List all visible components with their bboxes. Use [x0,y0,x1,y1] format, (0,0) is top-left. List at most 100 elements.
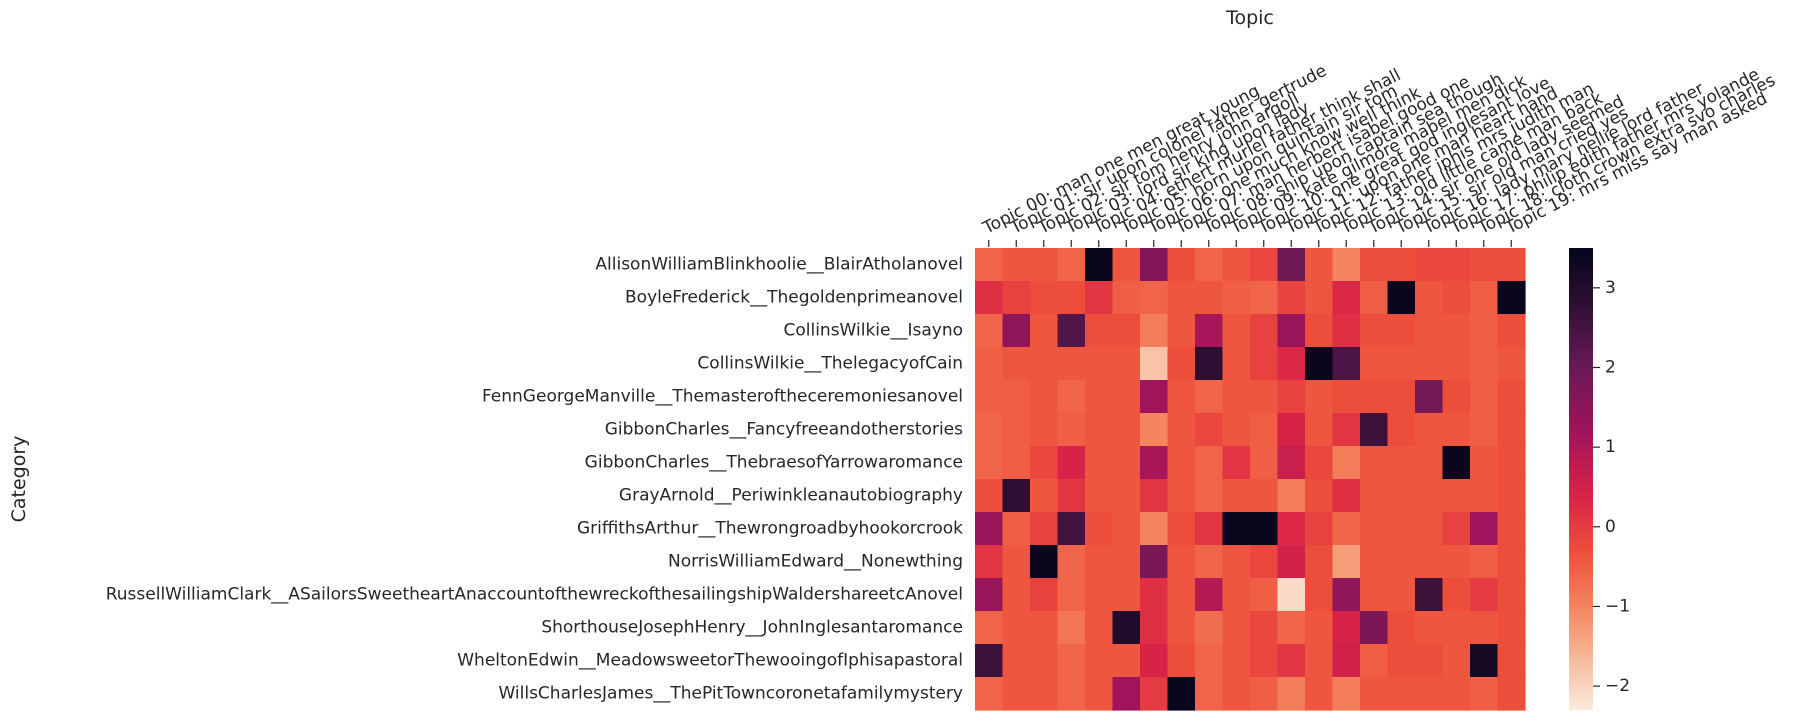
heatmap-cell [1222,644,1251,678]
heatmap-cell [1250,479,1279,513]
y-axis-ticks: AllisonWilliamBlinkhoolie__BlairAtholano… [106,255,963,704]
heatmap-cell [1470,578,1499,612]
heatmap-cell [1140,380,1169,414]
colorbar-gradient [1569,248,1593,710]
heatmap-cell [1470,677,1499,711]
heatmap-cell [1222,578,1251,612]
heatmap-cell [1360,314,1389,348]
heatmap-cell [1030,380,1059,414]
heatmap-cell [1167,512,1196,546]
heatmap-cell [1085,281,1114,315]
heatmap-cell [1360,413,1389,447]
heatmap-cell [1360,446,1389,480]
heatmap-cell [1277,413,1306,447]
heatmap-cell [1360,545,1389,579]
heatmap-cell [1250,545,1279,579]
heatmap-cell [1140,611,1169,645]
heatmap-cell [1360,248,1389,282]
heatmap-cell [1085,413,1114,447]
heatmap-cell [975,611,1004,645]
heatmap-cell [1387,413,1416,447]
heatmap-cell [1305,512,1334,546]
colorbar-tick-label: 0 [1605,517,1616,537]
heatmap-cell [1360,644,1389,678]
heatmap-cell [1167,446,1196,480]
heatmap-cell [1442,347,1471,381]
x-axis-title: Topic [1225,7,1274,29]
heatmap-cell [1002,248,1031,282]
colorbar-ticks: 3 2 1 0 −1 −2 [1593,278,1630,696]
heatmap-cell [1112,644,1141,678]
heatmap-cell [1277,347,1306,381]
heatmap-cell [1305,347,1334,381]
heatmap-cell [1057,413,1086,447]
heatmap-cell [1470,512,1499,546]
colorbar-tick-label: 1 [1605,437,1616,457]
heatmap-cell [1415,347,1444,381]
y-tick-label: WillsCharlesJames__ThePitTowncoronetafam… [498,684,963,704]
heatmap-cell [1305,578,1334,612]
heatmap-cell [1305,413,1334,447]
heatmap-cell [1470,644,1499,678]
heatmap-cell [1497,347,1526,381]
heatmap-cell [1250,347,1279,381]
heatmap-cell [1112,512,1141,546]
heatmap-cell [1470,314,1499,348]
heatmap-cell [1497,479,1526,513]
heatmap-cell [1250,248,1279,282]
heatmap-cell [1470,380,1499,414]
heatmap-cell [1470,545,1499,579]
heatmap-cell [1442,611,1471,645]
heatmap-cell [1167,578,1196,612]
heatmap-cell [1167,611,1196,645]
heatmap-cell [1332,380,1361,414]
heatmap-cell [1415,512,1444,546]
heatmap-cell [1442,677,1471,711]
heatmap-cell [1030,677,1059,711]
heatmap-cell [1057,644,1086,678]
y-tick-label: GriffithsArthur__Thewrongroadbyhookorcro… [577,519,963,539]
heatmap-cell [1002,578,1031,612]
heatmap-cell [1250,578,1279,612]
heatmap-cell [1277,644,1306,678]
heatmap-cell [1250,281,1279,315]
heatmap-cell [1497,611,1526,645]
heatmap-cell [1387,281,1416,315]
heatmap-cell [1112,479,1141,513]
heatmap-cell [1442,512,1471,546]
heatmap-cell [1387,512,1416,546]
heatmap-cell [1387,611,1416,645]
heatmap-cell [1332,413,1361,447]
colorbar-tick-label: −1 [1605,596,1630,616]
heatmap-cell [975,512,1004,546]
heatmap-cell [1085,479,1114,513]
heatmap-cell [1497,677,1526,711]
heatmap-cell [1360,512,1389,546]
heatmap-cell [1057,314,1086,348]
heatmap-cell [1140,677,1169,711]
heatmap-cell [1250,677,1279,711]
heatmap-cell [1305,281,1334,315]
heatmap-cell [1442,380,1471,414]
heatmap-cell [1470,281,1499,315]
y-tick-label: NorrisWilliamEdward__Nonewthing [668,552,963,572]
heatmap-cell [1195,347,1224,381]
heatmap-cell [975,545,1004,579]
heatmap-cell [1277,677,1306,711]
heatmap-cell [1030,314,1059,348]
heatmap-cell [1360,347,1389,381]
heatmap-cell [1415,446,1444,480]
heatmap-cell [1112,248,1141,282]
heatmap-cell [1002,314,1031,348]
heatmap-cell [1360,380,1389,414]
heatmap-cell [1387,479,1416,513]
heatmap-cell [1250,611,1279,645]
heatmap-cell [1140,446,1169,480]
heatmap-cell [1305,380,1334,414]
heatmap-cell [1497,314,1526,348]
heatmap-cell [975,347,1004,381]
heatmap-cell [1277,611,1306,645]
heatmap-cell [1442,479,1471,513]
heatmap-cell [1250,446,1279,480]
heatmap-cell [1250,644,1279,678]
